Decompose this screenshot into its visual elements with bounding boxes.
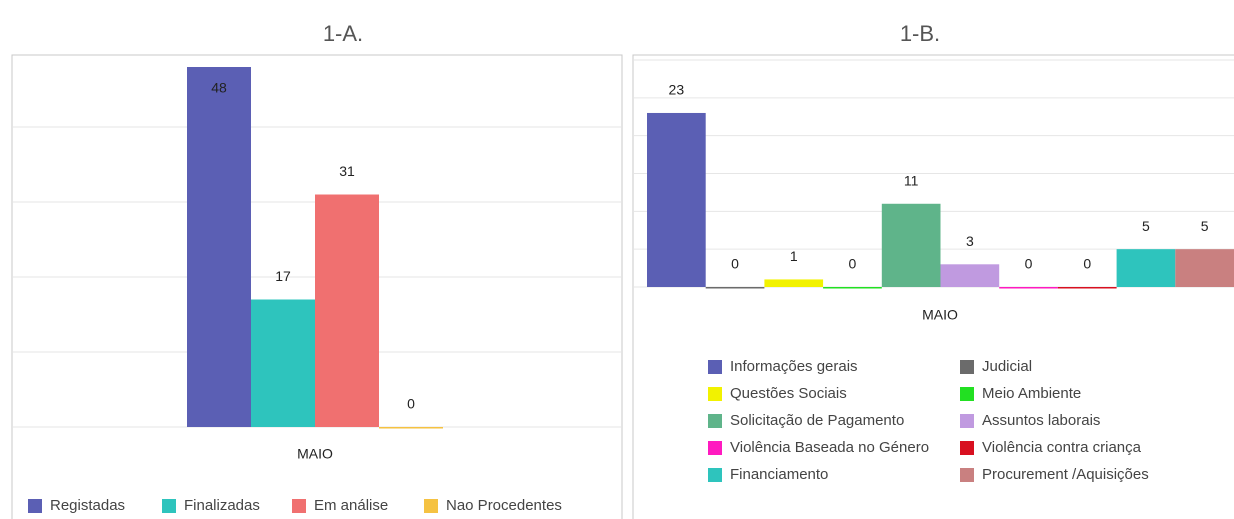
legend-swatch [708,441,722,455]
data-label: 0 [731,256,739,272]
data-label: 11 [904,172,919,188]
legend-label: Violência contra criança [982,439,1142,456]
bar [881,203,941,287]
legend-label: Assuntos laborais [982,412,1100,429]
legend-label: Em análise [314,497,388,514]
legend-label: Questões Sociais [730,385,847,402]
legend-swatch [292,499,306,513]
bar [999,287,1058,289]
legend-label: Violência Baseada no Género [730,439,929,456]
frame-a [11,54,623,519]
bar [764,279,824,287]
legend-swatch [424,499,438,513]
legend-swatch [708,468,722,482]
legend-swatch [708,414,722,428]
legend-swatch [708,387,722,401]
bar [315,194,379,427]
bar [940,264,1000,287]
data-label: 0 [407,396,415,412]
data-label: 3 [966,233,974,249]
bar [1057,287,1117,289]
legend-swatch [162,499,176,513]
bar [1116,249,1176,287]
legend-swatch [960,468,974,482]
data-label: 0 [1025,256,1033,272]
legend-label: Registadas [50,497,125,514]
bar [187,67,251,427]
bar [647,112,706,287]
chart-title: 1-A. [323,21,363,46]
legend-swatch [960,387,974,401]
bar [251,299,315,427]
x-tick-label: MAIO [922,307,958,323]
data-label: 1 [790,248,798,264]
frame-b [632,54,1234,519]
legend-swatch [708,360,722,374]
bar [823,287,882,289]
legend-swatch [960,441,974,455]
data-label: 5 [1142,218,1150,234]
data-label: 17 [275,268,291,284]
legend-label: Meio Ambiente [982,385,1081,402]
chart-title: 1-B. [900,21,940,46]
legend-label: Judicial [982,358,1032,375]
legend-label: Nao Procedentes [446,497,562,514]
data-label: 5 [1201,218,1209,234]
bar [379,427,443,429]
bar [1175,249,1234,287]
bar [705,287,765,289]
data-label: 48 [211,80,227,96]
data-label: 31 [339,163,355,179]
legend-label: Informações gerais [730,358,858,375]
x-tick-label: MAIO [297,446,333,462]
legend-label: Financiamento [730,466,828,483]
data-label: 0 [849,256,857,272]
legend-label: Finalizadas [184,497,260,514]
data-label: 23 [669,82,685,98]
data-label: 0 [1083,256,1091,272]
legend-swatch [960,414,974,428]
legend-label: Procurement /Aquisições [982,466,1149,483]
legend-swatch [28,499,42,513]
legend-swatch [960,360,974,374]
legend-label: Solicitação de Pagamento [730,412,904,429]
